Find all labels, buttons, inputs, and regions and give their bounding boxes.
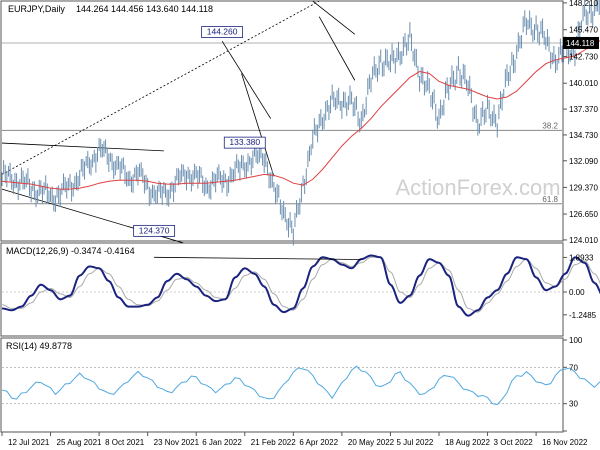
x-tick-label: 18 Aug 2022 — [445, 438, 490, 447]
rsi-line — [1, 365, 600, 406]
rsi-tick-label: 70 — [569, 363, 578, 372]
last-price-box — [563, 36, 599, 49]
price-tick-label: 129.370 — [569, 183, 598, 192]
price-annotation-box — [201, 26, 244, 38]
x-tick-label: 21 Feb 2022 — [251, 438, 296, 447]
price-tick-label: 140.010 — [569, 79, 598, 88]
macd-signal-line — [1, 256, 600, 313]
macd-layer — [1, 254, 600, 317]
x-tick-label: 5 Jul 2022 — [396, 438, 433, 447]
channel-upper — [1, 142, 164, 152]
rsi-panel — [0, 337, 564, 433]
price-annotation: 144.260 — [207, 27, 238, 37]
ma-line — [1, 40, 600, 190]
macd-tick-label: 1.8933 — [569, 253, 594, 262]
macd-line — [1, 254, 600, 317]
channel2-lower — [318, 16, 356, 81]
rising-dotted — [1, 0, 320, 175]
macd-trend-line — [154, 256, 362, 260]
rsi-label: RSI(14) 49.8778 — [6, 341, 72, 351]
x-tick-label: 6 Apr 2022 — [299, 438, 338, 447]
macd-label: MACD(12,26,9) -0.3474 -0.4164 — [6, 246, 135, 256]
price-tick-label: 142.730 — [569, 53, 598, 62]
price-tick-label: 137.370 — [569, 105, 598, 114]
price-panel — [0, 0, 564, 242]
price-tick-label: 124.010 — [569, 236, 598, 245]
price-tick-label: 148.210 — [569, 0, 598, 8]
rsi-tick-label: 30 — [569, 400, 578, 409]
wedge-upper — [221, 40, 272, 119]
x-tick-label: 3 Oct 2022 — [494, 438, 534, 447]
macd-tick-label: -1.2485 — [569, 311, 597, 320]
x-tick-label: 12 Jul 2021 — [8, 438, 50, 447]
rsi-layer — [1, 365, 600, 406]
wedge-lower — [241, 73, 275, 177]
price-tick-label: 145.470 — [569, 26, 598, 35]
rsi-tick-label: 100 — [569, 336, 583, 345]
x-tick-label: 25 Aug 2021 — [57, 438, 102, 447]
x-tick-label: 20 May 2022 — [348, 438, 395, 447]
watermark: ActionForex.com — [395, 175, 560, 200]
x-tick-label: 8 Oct 2021 — [105, 438, 145, 447]
macd-tick-label: 0.00 — [569, 288, 585, 297]
channel2-upper — [312, 0, 356, 35]
macd-panel — [0, 242, 564, 337]
last-price-label: 144.118 — [566, 39, 595, 48]
price-annotation-box — [133, 224, 176, 237]
x-tick-label: 16 Nov 2022 — [542, 438, 588, 447]
symbol-label: EURJPY,Daily — [8, 4, 65, 14]
price-annotation: 133.380 — [229, 137, 260, 147]
ohlc-label: 144.264 144.456 143.640 144.118 — [76, 4, 213, 14]
price-tick-label: 126.650 — [569, 210, 598, 219]
x-tick-label: 23 Nov 2021 — [154, 438, 200, 447]
x-tick-label: 6 Jan 2022 — [202, 438, 242, 447]
price-grid: 38.2 61.8 — [2, 42, 562, 205]
fib-label: 38.2 — [542, 121, 558, 130]
fib-label: 61.8 — [542, 195, 558, 204]
price-annotation: 124.370 — [139, 225, 170, 235]
price-tick-label: 134.730 — [569, 131, 598, 140]
price-tick-label: 132.090 — [569, 157, 598, 166]
price-annotation-box — [223, 136, 266, 149]
